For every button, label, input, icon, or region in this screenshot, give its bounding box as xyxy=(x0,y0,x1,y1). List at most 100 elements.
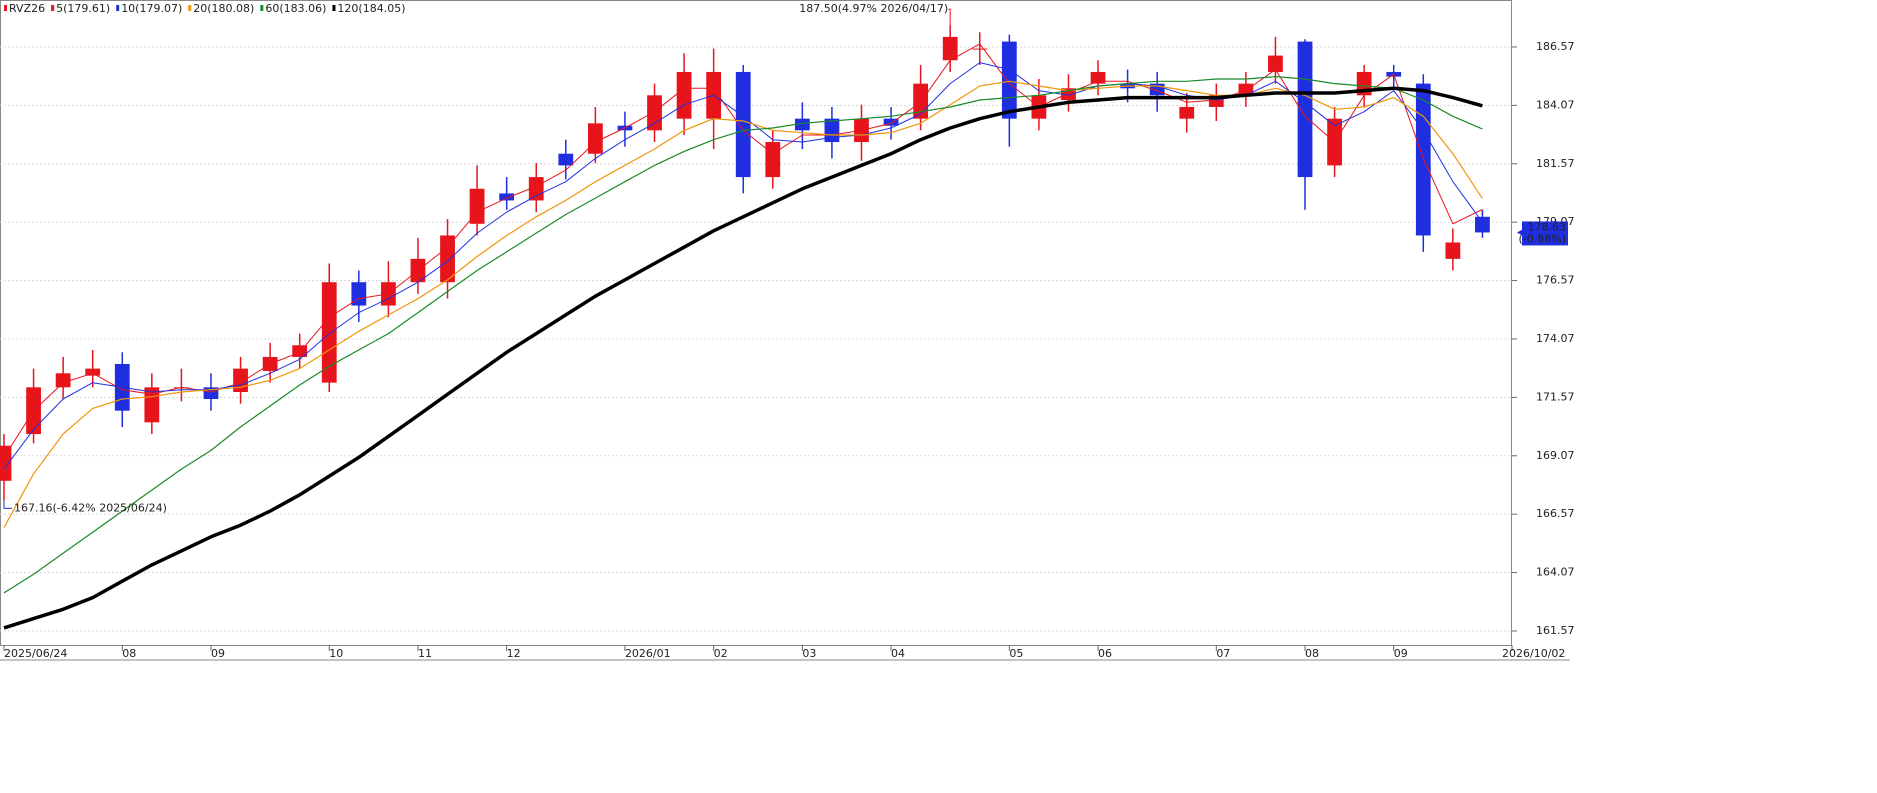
candle-body xyxy=(469,188,485,224)
candle xyxy=(469,165,485,236)
legend-swatch xyxy=(4,5,7,11)
x-tick-label: 09 xyxy=(1394,647,1408,660)
candle xyxy=(174,368,189,402)
candle xyxy=(1238,71,1254,107)
candle-body xyxy=(1445,242,1461,259)
moving-average-line xyxy=(3,76,1483,594)
x-tick-label: 12 xyxy=(507,647,521,660)
candle xyxy=(854,104,869,161)
candle xyxy=(1268,36,1283,84)
candle-body xyxy=(1061,88,1076,100)
candle xyxy=(55,356,71,400)
y-tick-label: 169.07 xyxy=(1536,449,1575,462)
x-tick-label: 09 xyxy=(211,647,225,660)
candle xyxy=(321,263,337,392)
y-tick-label: 174.07 xyxy=(1536,332,1575,345)
candle-body xyxy=(676,71,692,119)
candle xyxy=(1445,228,1461,271)
x-tick-label: 10 xyxy=(329,647,343,660)
candle xyxy=(794,102,810,150)
y-tick-label: 171.57 xyxy=(1536,390,1575,403)
x-tick-label: 08 xyxy=(122,647,136,660)
candle-body xyxy=(1179,106,1195,119)
x-tick-label: 2026/01 xyxy=(625,647,671,660)
high-annotation-leader xyxy=(948,8,951,26)
candle-body xyxy=(203,387,219,400)
x-tick-label: 2026/10/02 xyxy=(1502,647,1565,660)
last-price-tag xyxy=(1522,221,1568,246)
candle xyxy=(351,270,367,322)
candle-body xyxy=(440,235,455,283)
candle xyxy=(85,349,101,388)
legend-entry: 5(179.61) xyxy=(56,2,110,15)
candle xyxy=(1208,83,1224,122)
candle-body xyxy=(735,71,751,178)
candle-body xyxy=(321,282,337,383)
candle-body xyxy=(765,142,781,178)
legend-entry: 120(184.05) xyxy=(337,2,405,15)
candle-body xyxy=(1090,71,1106,84)
high-annotation: 187.50(4.97% 2026/04/17) xyxy=(799,2,948,15)
x-tick-label: 04 xyxy=(891,647,905,660)
candle-body xyxy=(972,48,988,50)
candle xyxy=(824,106,840,159)
last-price: 178.63 xyxy=(1528,220,1567,233)
candle xyxy=(942,25,958,72)
legend-entry: 10(179.07) xyxy=(121,2,182,15)
x-tick-label: 03 xyxy=(802,647,816,660)
candle xyxy=(1149,71,1165,112)
candle xyxy=(292,333,308,369)
x-tick-label: 02 xyxy=(714,647,728,660)
candle-body xyxy=(942,36,958,61)
candle-body xyxy=(174,387,189,389)
candle xyxy=(262,342,278,383)
candle-body xyxy=(233,368,248,392)
legend-entry: 60(183.06) xyxy=(265,2,326,15)
candle xyxy=(0,434,12,501)
low-annotation: 167.16(-6.42% 2025/06/24) xyxy=(14,501,167,514)
candle xyxy=(617,111,633,147)
candle xyxy=(676,53,692,136)
y-tick-label: 164.07 xyxy=(1536,566,1575,579)
x-tick-label: 2025/06/24 xyxy=(4,647,67,660)
legend-entry: 20(180.08) xyxy=(193,2,254,15)
candle xyxy=(735,64,751,194)
moving-average-line xyxy=(3,86,1483,630)
candle xyxy=(499,177,515,210)
legend-swatch xyxy=(188,5,192,11)
legend-swatch xyxy=(332,5,336,11)
candle xyxy=(1386,64,1402,89)
candle xyxy=(972,32,988,65)
y-tick-label: 176.57 xyxy=(1536,274,1575,287)
candle-body xyxy=(1208,95,1224,107)
x-tick-label: 06 xyxy=(1098,647,1112,660)
legend-swatch xyxy=(51,5,55,11)
candle-body xyxy=(499,193,515,201)
candle xyxy=(1297,39,1313,210)
y-tick-label: 186.57 xyxy=(1536,40,1575,53)
candle-body xyxy=(0,445,12,481)
candle-body xyxy=(1475,216,1490,233)
candle xyxy=(647,83,662,143)
candle-body xyxy=(351,282,367,306)
y-tick-label: 161.57 xyxy=(1536,624,1575,637)
candle xyxy=(558,139,574,180)
candle-body xyxy=(1238,83,1254,96)
candle-body xyxy=(1268,55,1283,72)
y-tick-label: 184.07 xyxy=(1536,98,1575,111)
candle xyxy=(528,163,544,213)
candle-body xyxy=(85,368,101,376)
x-tick-label: 11 xyxy=(418,647,432,660)
y-tick-label: 181.57 xyxy=(1536,157,1575,170)
candle-body xyxy=(647,95,662,131)
candle-body xyxy=(292,345,308,357)
candle-body xyxy=(794,118,810,131)
legend-swatch xyxy=(260,5,264,11)
candle xyxy=(1415,74,1431,252)
candle-body xyxy=(824,118,840,143)
x-tick-label: 05 xyxy=(1009,647,1023,660)
plot-frame xyxy=(0,0,1512,646)
legend-symbol: RVZ26 xyxy=(9,2,45,15)
